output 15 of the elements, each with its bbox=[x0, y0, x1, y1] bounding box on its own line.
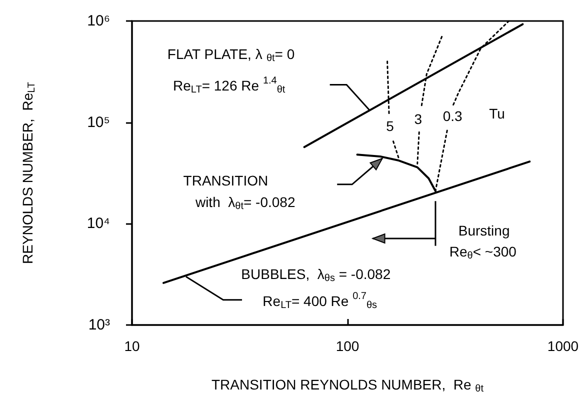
y-axis-title: REYNOLDS NUMBER, ReLT bbox=[20, 82, 38, 264]
annotation: 5 bbox=[386, 118, 394, 134]
x-tick-label: 1000 bbox=[547, 338, 579, 354]
x-tick-label: 10 bbox=[124, 338, 140, 354]
annotation: Tu bbox=[489, 106, 505, 122]
x-axis-title: TRANSITION REYNOLDS NUMBER, Re θt bbox=[211, 376, 484, 394]
annotation: 0.3 bbox=[442, 108, 463, 124]
y-tick-label: 10³ bbox=[88, 316, 110, 334]
y-tick-label: 10⁴ bbox=[86, 215, 110, 232]
annotation: TRANSITION bbox=[183, 172, 268, 189]
annotation: 3 bbox=[414, 110, 422, 127]
y-tick-label: 10⁵ bbox=[87, 114, 110, 131]
y-tick-label: 10⁶ bbox=[87, 12, 110, 30]
annotation: Bursting bbox=[458, 222, 510, 238]
x-tick-label: 100 bbox=[336, 338, 360, 354]
